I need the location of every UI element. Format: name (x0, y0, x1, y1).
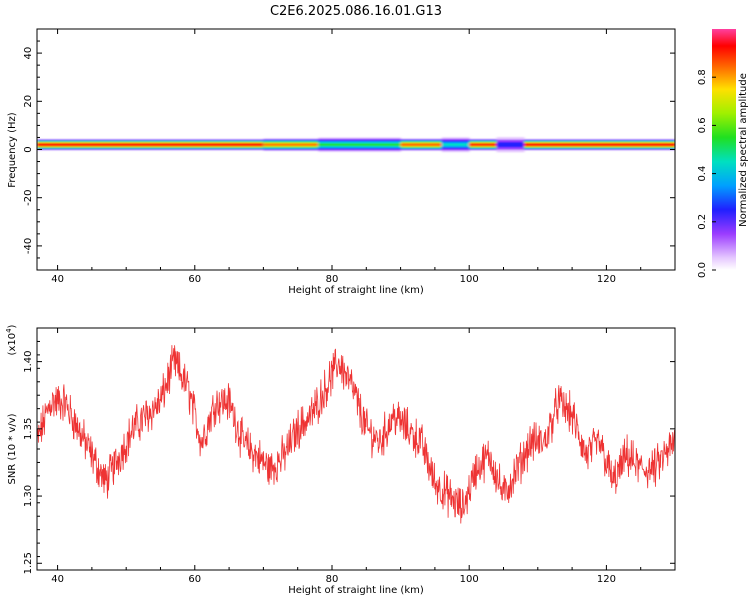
top-y-tick-label-1: 20 (23, 95, 34, 108)
colorbar-label: Normalized spectral amplitude (738, 73, 749, 227)
snr-x-label: Height of straight line (km) (288, 585, 424, 596)
cb-tick-label-3: 0.6 (697, 117, 708, 133)
top-y-tick-label-3: -20 (23, 190, 34, 206)
snr-scale-prefix: (x10 (7, 333, 18, 356)
spectral-band (37, 137, 675, 153)
top-y-tick-label-0: 40 (23, 47, 34, 60)
svg-text:(x104): (x104) (5, 324, 18, 355)
cb-tick-label-1: 0.2 (697, 214, 708, 230)
top-x-tick-label-4: 120 (597, 274, 616, 285)
bot-x-tick-label-0: 40 (51, 574, 64, 585)
spectrogram-x-axis: 40 60 80 100 120 (51, 29, 676, 285)
snr-frame (36, 327, 676, 571)
band-segment-1-level-8 (263, 143, 319, 146)
bot-y-tick-label-1: 1.30 (23, 485, 34, 507)
bot-x-tick-label-1: 60 (188, 574, 201, 585)
cb-tick-label-4: 0.8 (697, 69, 708, 85)
bot-y-tick-label-3: 1.40 (23, 350, 34, 372)
spectrogram-y-axis: 40 20 0 -20 -40 (23, 40, 675, 259)
cb-tick-label-0: 0.0 (697, 262, 708, 278)
band-segment-7-level-9 (524, 143, 675, 146)
colorbar-gradient (712, 29, 736, 270)
colorbar: 0.0 0.2 0.4 0.6 0.8 Normalized spectral ampl… (697, 29, 749, 278)
band-layers (37, 137, 675, 153)
top-x-tick-label-2: 80 (326, 274, 339, 285)
snr-x-axis: 40 60 80 100 120 (51, 328, 676, 585)
top-y-tick-label-2: 0 (23, 146, 34, 152)
snr-scale-label: (x104) (5, 324, 18, 355)
spectrogram-y-label: Frequency (Hz) (7, 112, 18, 188)
figure-title: C2E6.2025.086.16.01.G13 (270, 4, 442, 19)
snr-y-axis: 1.25 1.30 1.35 1.40 (23, 340, 675, 574)
bot-x-tick-label-2: 80 (326, 574, 339, 585)
bot-x-tick-label-3: 100 (460, 574, 479, 585)
band-segment-5-level-9 (469, 143, 498, 146)
band-segment-6-level-2 (496, 142, 525, 148)
snr-panel: 40 60 80 100 120 1.25 1.30 1.35 1.40 Height of … (5, 324, 676, 596)
top-y-tick-label-4: -40 (23, 238, 34, 254)
bot-x-tick-label-4: 120 (597, 574, 616, 585)
top-x-tick-label-3: 100 (460, 274, 479, 285)
bot-y-tick-label-0: 1.25 (23, 552, 34, 574)
snr-y-label: SNR (10 * v/v) (7, 413, 18, 484)
band-segment-4-level-4 (441, 143, 470, 146)
spectrogram-x-label: Height of straight line (km) (288, 285, 424, 296)
top-x-tick-label-1: 60 (188, 274, 201, 285)
band-segment-0-level-9 (37, 143, 264, 146)
top-x-tick-label-0: 40 (51, 274, 64, 285)
colorbar-ticks: 0.0 0.2 0.4 0.6 0.8 (697, 69, 716, 278)
spectrogram-panel: 40 60 80 100 120 40 20 0 -20 -40 Height of strai… (7, 28, 676, 296)
band-segment-3-level-8 (400, 143, 443, 146)
bot-y-tick-label-2: 1.35 (23, 418, 34, 440)
cb-tick-label-2: 0.4 (697, 166, 708, 182)
snr-series-line (37, 345, 675, 524)
snr-scale-exponent: 4 (5, 328, 13, 333)
band-segment-2-level-5 (318, 143, 402, 146)
